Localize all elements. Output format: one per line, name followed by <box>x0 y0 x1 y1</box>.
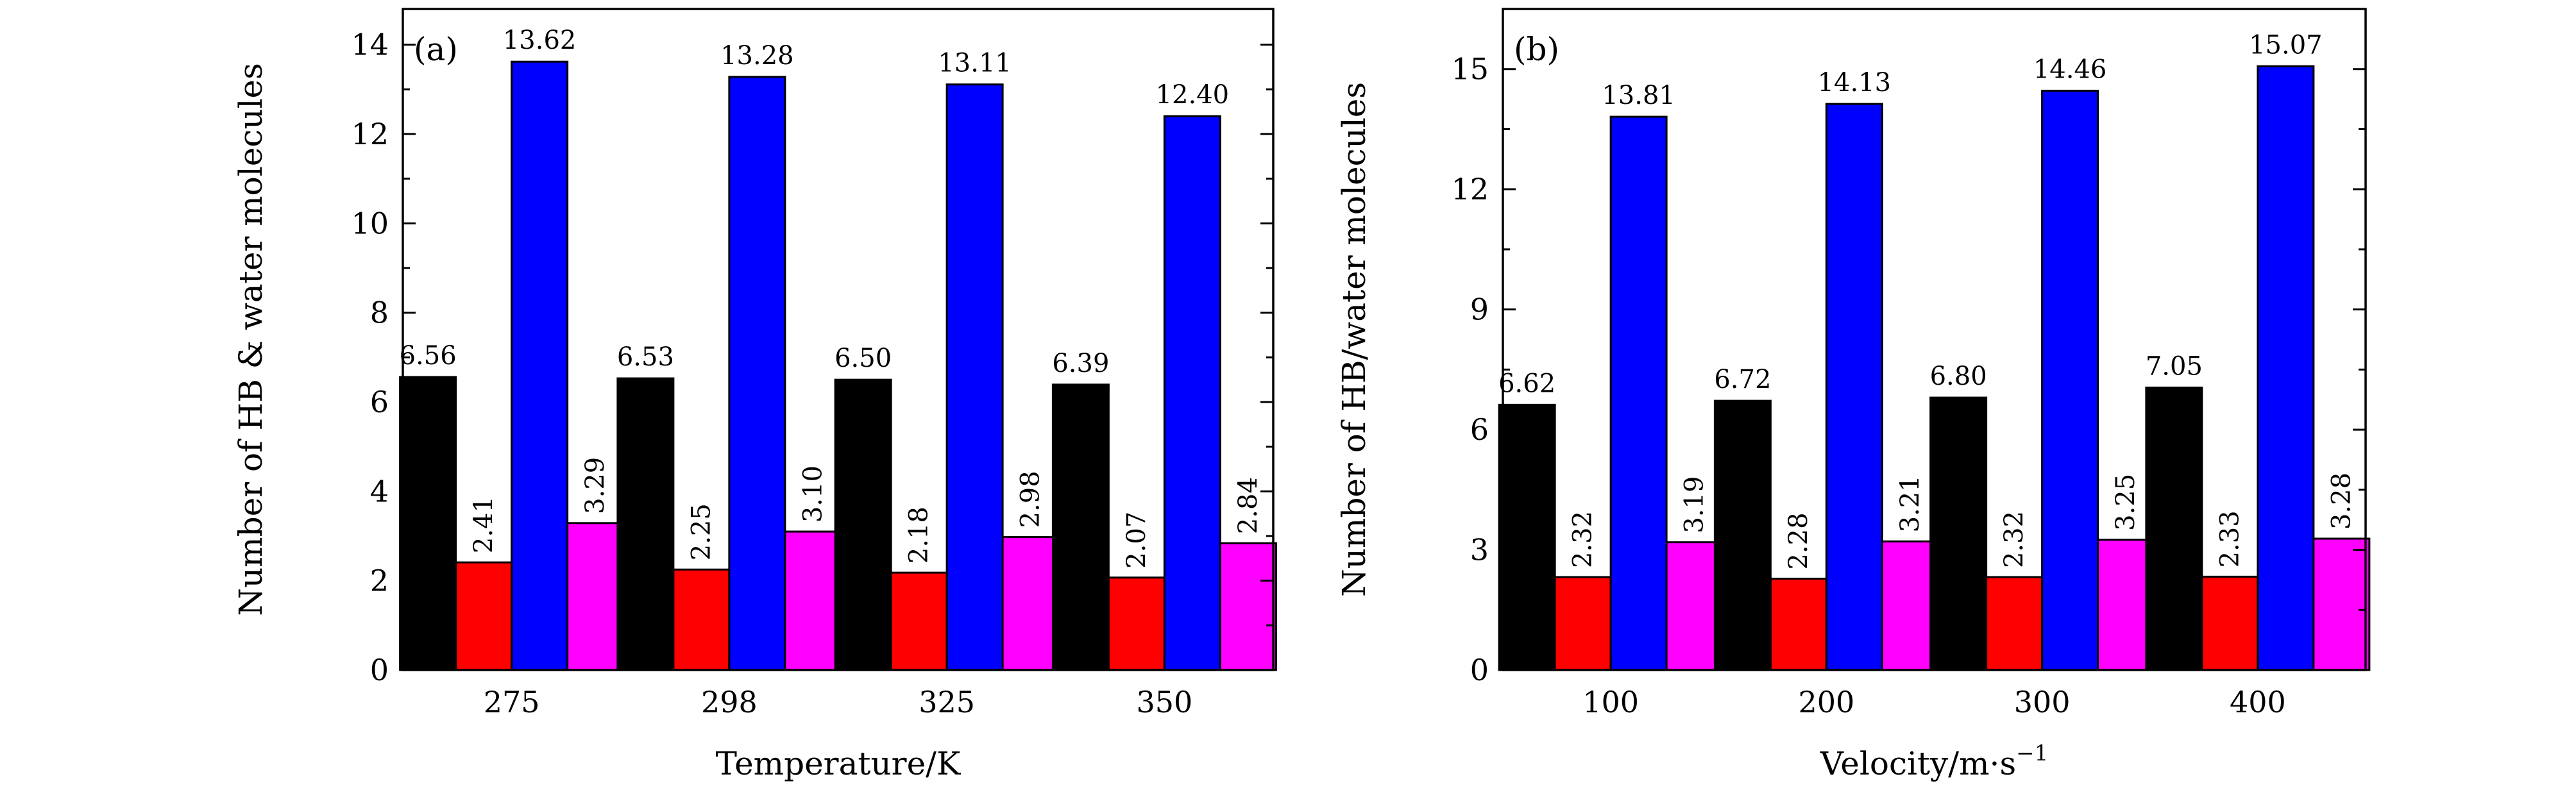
bar-black-298 <box>616 377 675 671</box>
y-tick-label: 3 <box>1470 533 1489 567</box>
x-tick-label: 400 <box>2230 685 2286 719</box>
bar-blue-350 <box>1163 115 1221 671</box>
x-axis-label-superscript: −1 <box>2016 741 2048 766</box>
x-tick-label: 100 <box>1582 685 1639 719</box>
bar-magenta-298 <box>784 530 842 671</box>
bar-red-325 <box>890 571 948 671</box>
chart-panel-b: 6.62 2.32 13.81 3.19 6.72 2.28 14.13 3.21 6.80 2.… <box>1335 8 2371 782</box>
bar-blue-275 <box>511 60 569 671</box>
y-tick-label: 0 <box>370 653 389 687</box>
y-tick-label: 4 <box>370 474 389 508</box>
data-label: 3.21 <box>1895 475 1925 532</box>
data-label: 6.72 <box>1714 365 1771 394</box>
data-label: 13.11 <box>938 49 1012 78</box>
bar-red-298 <box>672 568 731 671</box>
data-label: 2.28 <box>1784 512 1813 569</box>
data-label: 12.40 <box>1156 80 1230 110</box>
x-axis-label: Velocity/m·s−1 <box>1820 741 2048 782</box>
data-label: 2.84 <box>1233 477 1263 534</box>
data-label: 3.10 <box>798 465 827 523</box>
y-tick-label: 12 <box>351 117 389 151</box>
data-label: 6.39 <box>1052 349 1109 378</box>
y-tick-label: 14 <box>351 28 389 62</box>
data-label: 6.50 <box>835 344 892 373</box>
data-label: 2.41 <box>469 496 498 553</box>
y-tick-label: 9 <box>1470 292 1489 327</box>
data-label: 2.25 <box>686 503 716 560</box>
y-axis-label: Number of HB & water molecules <box>232 63 269 616</box>
bar-magenta-350 <box>1219 542 1277 671</box>
bar-magenta-400 <box>2312 537 2371 671</box>
bar-magenta-100 <box>1665 541 1724 671</box>
y-tick-label: 15 <box>1451 52 1489 87</box>
bar-red-300 <box>1985 576 2044 671</box>
data-label: 3.29 <box>580 457 610 514</box>
y-axis-label: Number of HB/water molecules <box>1335 82 1373 597</box>
y-tick-label: 12 <box>1451 172 1489 206</box>
data-label: 13.81 <box>1602 81 1675 110</box>
bar-red-200 <box>1769 578 1827 671</box>
x-tick-label: 325 <box>919 685 975 719</box>
data-label: 13.62 <box>503 26 577 55</box>
bar-blue-200 <box>1825 103 1883 671</box>
data-label: 2.98 <box>1016 471 1046 528</box>
bar-blue-300 <box>2041 89 2099 671</box>
panel-label: (b) <box>1514 31 1559 68</box>
x-axis-label: Temperature/K <box>716 745 962 782</box>
x-tick-label: 200 <box>1798 685 1854 719</box>
plot-frame <box>1502 8 2367 671</box>
data-label: 2.32 <box>1999 511 2029 568</box>
y-tick-label: 6 <box>370 385 389 419</box>
bar-black-275 <box>399 376 457 671</box>
chart-panel-a: 6.56 2.41 13.62 3.29 6.53 2.25 13.28 3.10 6.50 2.… <box>232 8 1277 782</box>
bar-black-100 <box>1498 403 1556 671</box>
data-label: 7.05 <box>2146 351 2203 381</box>
bar-magenta-325 <box>1001 535 1060 671</box>
x-tick-label: 300 <box>2014 685 2071 719</box>
data-label: 2.32 <box>1568 511 1598 568</box>
data-label: 6.56 <box>400 341 457 371</box>
data-label: 13.28 <box>720 41 794 71</box>
bar-blue-400 <box>2257 65 2315 671</box>
data-label: 15.07 <box>2249 30 2323 60</box>
x-tick-label: 350 <box>1136 685 1192 719</box>
bar-blue-100 <box>1609 115 1668 671</box>
data-label: 2.07 <box>1122 512 1151 569</box>
data-label: 6.62 <box>1498 369 1555 398</box>
bar-black-200 <box>1713 399 1772 671</box>
data-label: 14.46 <box>2033 54 2107 84</box>
y-tick-label: 0 <box>1470 653 1489 687</box>
y-tick-label: 8 <box>370 296 389 330</box>
data-label: 3.25 <box>2111 474 2140 531</box>
data-label: 3.28 <box>2326 473 2356 530</box>
y-tick-label: 2 <box>370 564 389 598</box>
bar-black-300 <box>1929 396 1988 671</box>
bar-black-325 <box>834 378 892 671</box>
x-tick-label: 298 <box>701 685 758 719</box>
bar-blue-298 <box>728 76 786 671</box>
bar-black-400 <box>2145 386 2203 671</box>
y-tick-label: 6 <box>1470 412 1489 447</box>
bar-black-350 <box>1051 383 1110 671</box>
y-tick-label: 10 <box>351 206 389 240</box>
bar-magenta-300 <box>2097 539 2155 671</box>
data-label: 2.18 <box>904 507 934 564</box>
panel-label: (a) <box>414 31 458 68</box>
data-label: 6.80 <box>1930 362 1987 391</box>
data-label: 6.53 <box>617 342 674 372</box>
bar-red-400 <box>2201 575 2259 671</box>
bar-red-275 <box>455 561 513 671</box>
data-label: 3.19 <box>1680 476 1709 533</box>
data-label: 14.13 <box>1818 68 1892 97</box>
bar-red-350 <box>1107 576 1165 671</box>
data-label: 2.33 <box>2215 510 2244 567</box>
bar-red-100 <box>1554 576 1612 671</box>
bar-blue-325 <box>945 83 1004 671</box>
x-tick-label: 275 <box>484 685 540 719</box>
plot-frame <box>402 8 1275 671</box>
bar-magenta-275 <box>566 522 625 671</box>
